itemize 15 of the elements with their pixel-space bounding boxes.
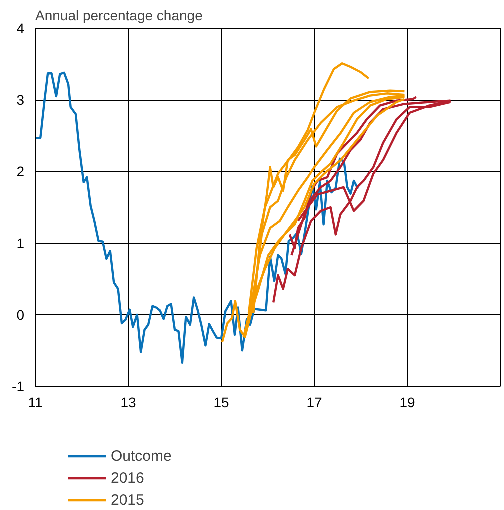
- y-tick-label: 2: [16, 164, 25, 180]
- legend-label: 2016: [111, 468, 144, 488]
- y-axis-title: Annual percentage change: [36, 8, 204, 24]
- y-tick-label: 1: [16, 235, 25, 252]
- y-tick-label: 0: [16, 306, 25, 323]
- x-tick-label: 11: [28, 394, 43, 410]
- y-tick-label: -1: [12, 378, 25, 394]
- legend-label: Outcome: [111, 446, 172, 466]
- y-tick-label: 4: [16, 20, 25, 36]
- legend-label: 2015: [111, 490, 144, 510]
- x-tick-label: 13: [120, 394, 136, 410]
- x-tick-label: 19: [400, 394, 416, 410]
- x-tick-label: 17: [306, 394, 322, 410]
- x-tick-label: 15: [214, 394, 230, 410]
- y-tick-label: 3: [16, 92, 25, 108]
